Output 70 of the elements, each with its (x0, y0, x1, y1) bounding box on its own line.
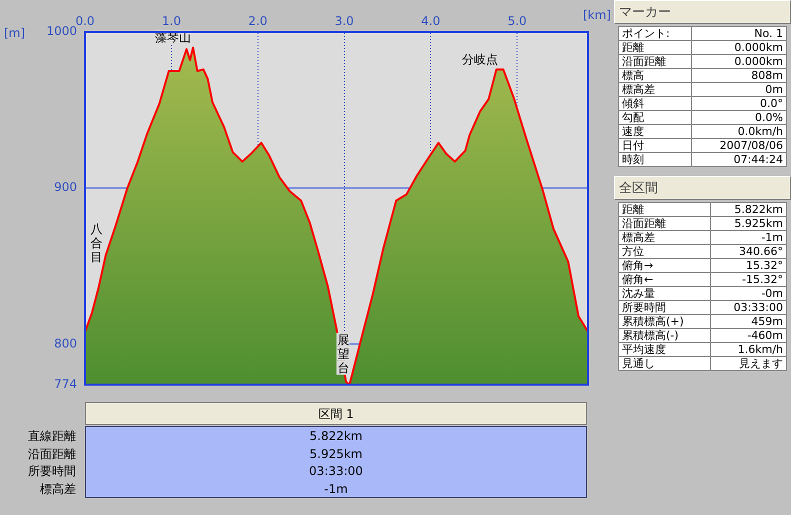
y-axis-title: [m] (4, 26, 26, 40)
y-tick-label: 1000 (46, 24, 77, 38)
text: 見通し (618, 356, 711, 370)
x-tick-label: 5.0 (508, 14, 527, 28)
text: 平均速度 (618, 342, 711, 356)
text: 1.6km/h (710, 342, 786, 356)
text: 07:44:24 (692, 152, 786, 166)
text: 速度 (618, 124, 692, 138)
text: 03:33:00 (308, 463, 364, 480)
text: 808m (692, 68, 786, 82)
text: -460m (710, 328, 786, 342)
text: 直線距離 (27, 428, 76, 445)
text: 日付 (618, 138, 692, 152)
text: 標高 (618, 68, 692, 82)
text: 0m (692, 82, 786, 96)
text: 0.0% (692, 110, 786, 124)
text: 0.0km/h (692, 124, 786, 138)
text: 所要時間 (618, 300, 711, 314)
text: 5.925km (710, 216, 786, 230)
text: 累積標高(+) (618, 314, 711, 328)
text: 距離 (618, 202, 711, 216)
text: 5.925km (308, 446, 364, 462)
text: 沈み量 (618, 286, 711, 300)
annotation: 八合目 (90, 222, 102, 264)
text: 標高差 (618, 230, 711, 244)
text: 俯角← (618, 272, 711, 286)
x-axis-title: [km] (582, 8, 611, 22)
x-tick-label: 0.0 (75, 14, 95, 28)
text: 区間 1 (85, 402, 587, 425)
text: 俯角→ (618, 258, 711, 272)
text: 所要時間 (27, 463, 76, 480)
y-tick-label: 900 (54, 180, 77, 194)
text: 標高差 (618, 82, 692, 96)
text: 方位 (618, 244, 711, 258)
x-tick-label: 1.0 (162, 14, 181, 28)
text: 沿面距離 (27, 446, 76, 462)
y-tick-label: 800 (54, 336, 77, 350)
text: 沿面距離 (618, 216, 711, 230)
text: 459m (710, 314, 786, 328)
annotation: 展望台 (337, 332, 350, 375)
text: 傾斜 (618, 96, 692, 110)
text: 時刻 (618, 152, 692, 166)
text: 2007/08/06 (692, 138, 786, 152)
text: 15.32° (710, 258, 786, 272)
text: 0.000km (692, 54, 786, 68)
text: 見えます (710, 356, 786, 370)
x-tick-label: 2.0 (248, 14, 268, 28)
text: 全区間 (614, 176, 791, 200)
text: -0m (710, 286, 786, 300)
annotation: 分岐点 (462, 52, 498, 67)
y-tick-label: 774 (54, 376, 77, 391)
text: 0.000km (692, 40, 786, 54)
text: 340.66° (710, 244, 786, 258)
text: -1m (323, 480, 349, 498)
text: -1m (710, 230, 786, 244)
text: 距離 (618, 40, 692, 54)
text: 沿面距離 (618, 54, 692, 68)
x-tick-label: 4.0 (421, 14, 440, 28)
text: 5.822km (308, 428, 364, 445)
text: No. 1 (692, 26, 786, 40)
text: 03:33:00 (710, 300, 786, 314)
text: 勾配 (618, 110, 692, 124)
text: 標高差 (39, 480, 76, 498)
text: ポイント: (618, 26, 692, 40)
text: 累積標高(-) (618, 328, 711, 342)
text: -15.32° (710, 272, 786, 286)
text: 5.822km (710, 202, 786, 216)
text: 0.0° (692, 96, 786, 110)
text: マーカー (614, 0, 791, 24)
x-tick-label: 3.0 (334, 14, 354, 28)
